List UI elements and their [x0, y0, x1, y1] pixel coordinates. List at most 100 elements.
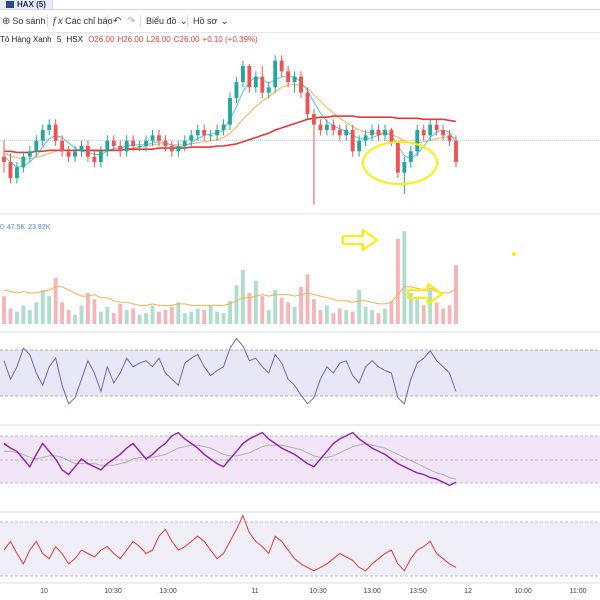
volume-bar: [454, 265, 458, 324]
candle: [234, 82, 239, 98]
ohlc-low: L26.00: [146, 35, 171, 44]
candle: [395, 142, 400, 173]
candle: [124, 140, 129, 152]
volume-bar: [337, 308, 342, 324]
volume-prefix: 0: [0, 224, 4, 231]
candle: [428, 124, 433, 136]
toolbar-divider: [47, 15, 48, 27]
candle: [73, 151, 77, 157]
volume-bar: [221, 313, 226, 324]
volume-bar: [312, 299, 316, 324]
undo-button[interactable]: ↶: [113, 10, 123, 32]
volume-bar: [176, 302, 181, 324]
volume-bar: [260, 296, 265, 324]
osc3-band: [0, 522, 600, 576]
ma-long-line: [4, 115, 457, 154]
candle: [421, 130, 426, 136]
symbol-name: Tô Hàng Xanh: [0, 35, 52, 44]
volume-bar: [150, 305, 155, 324]
plus-circle-icon: ⊕: [2, 16, 11, 27]
volume-bar: [131, 308, 136, 324]
symbol-info: Tô Hàng Xanh 5 HSX O26.00 H26.00 L26.00 C26…: [0, 33, 600, 47]
volume-bar: [79, 305, 84, 324]
annotation-arrow: [407, 283, 443, 305]
volume-bar: [305, 274, 310, 324]
volume-bar: [157, 311, 161, 324]
volume-info: 0 47.5K 23.92K: [0, 224, 53, 231]
candle: [441, 130, 446, 136]
candle: [215, 130, 220, 136]
tab-hax[interactable]: HAX (5): [0, 0, 53, 9]
candle: [228, 98, 232, 125]
volume-bar: [376, 313, 381, 324]
volume-bar: [363, 306, 368, 324]
candle: [163, 140, 168, 146]
x-tick-label: 11:00: [570, 588, 587, 595]
candle: [8, 162, 13, 178]
candle: [350, 130, 355, 152]
template-button[interactable]: Hồ sơ ⌄: [193, 10, 231, 32]
candle: [273, 60, 278, 88]
candle: [408, 151, 413, 162]
candle: [415, 130, 420, 152]
candle: [66, 151, 71, 157]
candle: [21, 156, 26, 168]
volume-bar: [247, 293, 252, 324]
chevron-down-icon: ⌄: [179, 16, 188, 27]
candle: [312, 114, 316, 125]
x-tick-label: 12: [464, 588, 472, 595]
candle: [60, 140, 65, 152]
volume-bar: [47, 296, 52, 324]
volume-bar: [60, 302, 65, 324]
candle: [279, 60, 284, 72]
candle: [86, 146, 90, 157]
ohlc-high: H26.00: [117, 35, 144, 44]
volume-bar: [144, 313, 148, 324]
candle: [111, 140, 116, 146]
volume-bar: [111, 313, 116, 324]
compare-button[interactable]: ⊕ So sánh: [2, 10, 45, 32]
candle: [118, 146, 123, 152]
tab-bar: HAX (5): [0, 0, 600, 10]
volume-bar: [53, 277, 58, 324]
redo-button[interactable]: ↷: [127, 10, 137, 32]
chart-type-button[interactable]: Biểu đồ ⌄: [146, 10, 190, 32]
volume-bar: [253, 280, 258, 324]
candle: [150, 135, 155, 141]
volume-bar: [92, 299, 97, 324]
x-tick-label: 13:00: [159, 588, 177, 595]
indicators-label: Các chỉ báo: [65, 16, 113, 26]
x-tick-label: 13:00: [363, 588, 381, 595]
volume-bar: [73, 314, 77, 324]
volume-bar: [286, 302, 291, 324]
osc1-band: [0, 350, 600, 396]
candle: [318, 124, 323, 130]
volume-bar: [208, 305, 213, 324]
candle: [253, 76, 258, 88]
volume-bar: [383, 308, 387, 324]
toolbar-divider: [187, 15, 188, 27]
indicators-button[interactable]: ƒ𝑥 Các chỉ báo: [52, 10, 113, 32]
candle: [447, 135, 452, 141]
x-tick-label: 11: [251, 588, 258, 595]
volume-bar: [8, 308, 13, 324]
osc2-line: [3, 431, 457, 487]
candle: [137, 146, 142, 147]
candle: [92, 156, 97, 162]
volume-bar: [40, 289, 45, 324]
volume-bar: [324, 305, 329, 324]
osc2-signal-line: [4, 442, 457, 480]
volume-bar: [421, 305, 426, 324]
candle: [292, 76, 297, 82]
x-tick-label: 10:30: [309, 588, 327, 595]
volume-bar: [86, 293, 90, 324]
candle: [324, 124, 329, 130]
volume-bar: [27, 310, 32, 324]
template-label: Hồ sơ: [193, 16, 218, 26]
candle: [195, 130, 200, 136]
volume-bar: [441, 308, 446, 324]
volume-bar: [357, 289, 362, 324]
candle: [144, 140, 148, 146]
volume-bar: [189, 311, 194, 324]
